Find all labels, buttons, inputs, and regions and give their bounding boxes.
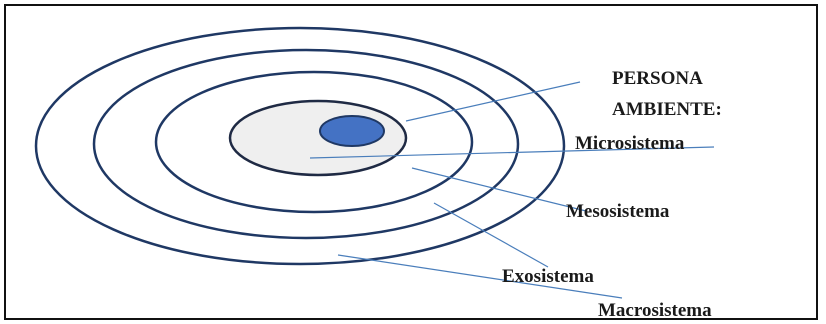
label-microsistema: Microsistema xyxy=(575,133,685,154)
mesosistema-ring xyxy=(154,70,474,214)
connector-exosistema xyxy=(433,202,549,268)
label-mesosistema: Mesosistema xyxy=(566,201,670,222)
label-macrosistema: Macrosistema xyxy=(598,300,712,321)
diagram-frame xyxy=(4,4,818,320)
connector-mesosistema xyxy=(411,167,587,212)
label-persona: PERSONA xyxy=(612,68,703,89)
connector-macrosistema xyxy=(337,254,623,299)
persona-core xyxy=(319,115,385,147)
label-exosistema: Exosistema xyxy=(502,266,594,287)
exosistema-ring xyxy=(92,48,520,240)
label-ambiente: AMBIENTE: xyxy=(612,99,722,120)
connector-persona xyxy=(405,81,581,122)
macrosistema-ring xyxy=(34,26,566,266)
connector-microsistema xyxy=(309,146,715,159)
